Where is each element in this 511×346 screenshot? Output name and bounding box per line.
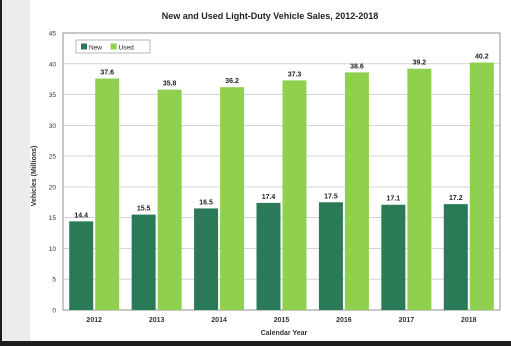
y-tick-label: 45 <box>49 31 57 38</box>
y-tick-label: 0 <box>52 308 56 315</box>
used-bar <box>157 89 182 311</box>
legend-swatch <box>110 43 117 50</box>
legend-label: Used <box>119 44 135 51</box>
data-label: 17.1 <box>387 196 401 203</box>
x-tick-label: 2012 <box>86 317 102 324</box>
legend-label: New <box>89 44 102 51</box>
data-label: 37.6 <box>100 70 114 77</box>
used-bar <box>407 68 432 310</box>
y-tick-label: 20 <box>49 184 57 191</box>
plot-frame <box>62 32 501 311</box>
y-tick-label: 25 <box>49 154 57 161</box>
data-label: 17.2 <box>449 195 463 202</box>
data-label: 16.5 <box>199 199 213 206</box>
new-bar <box>69 221 94 310</box>
data-label: 15.5 <box>137 206 151 213</box>
used-bar <box>95 78 120 310</box>
legend-swatch <box>81 43 87 50</box>
new-bar <box>318 202 343 310</box>
data-label: 40.2 <box>475 54 489 61</box>
data-label: 17.4 <box>262 194 276 201</box>
x-tick-label: 2017 <box>399 317 415 324</box>
y-tick-label: 10 <box>49 246 57 253</box>
new-bar <box>381 204 406 310</box>
y-tick-label: 35 <box>49 92 57 99</box>
chart-left-margin <box>2 0 30 341</box>
data-label: 14.4 <box>74 212 88 219</box>
x-tick-label: 2013 <box>149 317 165 324</box>
chart-title: New and Used Light-Duty Vehicle Sales, 2… <box>162 11 379 21</box>
y-axis-label: Vehicles (Millions) <box>31 146 38 207</box>
new-bar <box>256 202 281 310</box>
data-label: 35.8 <box>163 81 177 88</box>
x-tick-label: 2015 <box>274 317 290 324</box>
used-bar <box>344 72 369 310</box>
y-tick-label: 40 <box>49 61 57 68</box>
x-tick-label: 2018 <box>461 317 477 324</box>
x-tick-label: 2016 <box>336 317 352 324</box>
used-bar <box>220 87 245 311</box>
legend: New Used <box>75 39 151 54</box>
data-label: 38.6 <box>350 63 364 70</box>
new-bar <box>194 208 219 310</box>
new-bar <box>443 204 468 310</box>
plot-area: 0 5 10 15 20 25 30 35 40 45 14.4 37.6 2012 15.5 35.8 20… <box>49 31 501 324</box>
data-label: 36.2 <box>225 78 239 85</box>
y-tick-label: 30 <box>49 123 57 130</box>
data-label: 37.3 <box>288 71 302 78</box>
y-tick-label: 15 <box>49 215 57 222</box>
x-axis-label: Calendar Year <box>261 330 308 337</box>
used-bar <box>469 62 494 311</box>
data-label: 39.2 <box>413 60 427 67</box>
x-tick-label: 2014 <box>211 317 227 324</box>
used-bar <box>282 80 307 310</box>
data-label: 17.5 <box>324 193 338 200</box>
y-tick-label: 5 <box>52 277 56 284</box>
new-bar <box>131 214 156 310</box>
